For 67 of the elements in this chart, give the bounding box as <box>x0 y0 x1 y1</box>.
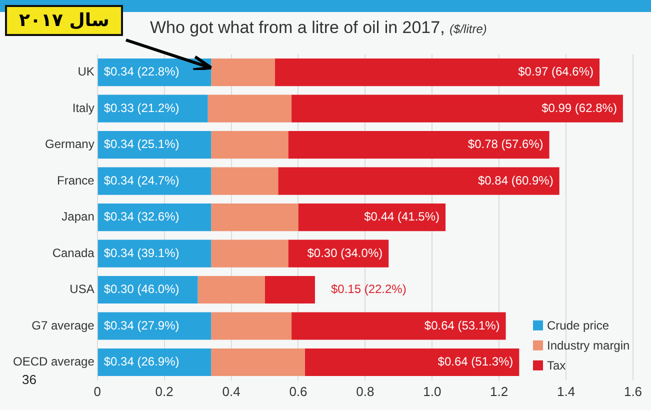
legend-label: Crude price <box>547 318 610 333</box>
bar <box>211 58 275 86</box>
bar <box>98 204 212 232</box>
data-label: $0.34 (22.8%) <box>104 64 180 79</box>
bar <box>98 240 212 268</box>
data-label: $0.34 (27.9%) <box>104 318 180 332</box>
bar <box>98 94 208 122</box>
bar <box>211 240 288 268</box>
bar <box>208 94 292 122</box>
data-label: $0.84 (60.9%) <box>478 173 554 188</box>
bar <box>211 167 278 195</box>
y-tick-label: OECD average <box>12 354 95 369</box>
data-label: $0.97 (64.6%) <box>518 64 594 79</box>
y-tick-label: USA <box>70 282 94 296</box>
data-label: $0.64 (53.1%) <box>424 318 500 332</box>
data-label: $0.78 (57.6%) <box>468 137 544 152</box>
bar <box>98 312 212 340</box>
data-label: $0.33 (21.2%) <box>104 100 180 115</box>
data-label: $0.30 (46.0%) <box>104 282 180 296</box>
bar <box>292 94 623 122</box>
data-label: $0.64 (51.3%) <box>438 354 514 369</box>
data-label: $0.34 (39.1%) <box>104 246 180 260</box>
bar <box>278 167 560 195</box>
x-tick-label: 0.8 <box>356 384 374 399</box>
y-tick-label: Italy <box>72 100 94 115</box>
data-label: $0.34 (32.6%) <box>104 210 180 224</box>
y-tick-label: Japan <box>62 210 94 224</box>
y-tick-label: Canada <box>52 246 95 260</box>
data-label: $0.99 (62.8%) <box>542 100 617 115</box>
bar <box>211 312 292 340</box>
bar <box>298 204 446 232</box>
x-tick-label: 1.4 <box>557 384 576 399</box>
annotation: سال ۲۰۱۷ <box>5 5 124 36</box>
bar <box>288 131 550 159</box>
bar <box>274 58 600 86</box>
y-tick-label: UK <box>78 64 94 79</box>
data-label: $0.30 (34.0%) <box>307 246 383 260</box>
x-tick-label: 0.2 <box>155 384 174 399</box>
x-tick-label: 0.4 <box>222 384 240 399</box>
legend-label: Industry margin <box>547 338 630 353</box>
bar <box>98 131 212 159</box>
bar <box>304 348 520 376</box>
data-label: $0.15 (22.2%) <box>330 282 406 296</box>
bar <box>211 131 288 159</box>
bar <box>211 204 298 232</box>
x-tick-label: 0 <box>94 384 101 399</box>
text: 36 <box>22 372 36 387</box>
chart-title: Who got what from a litre of oil in 2017, <box>150 18 445 37</box>
bar <box>264 276 315 304</box>
legend-label: Tax <box>547 358 566 373</box>
y-tick-label: France <box>57 173 95 188</box>
y-tick-label: Germany <box>45 137 94 152</box>
bar <box>211 348 305 376</box>
bar <box>198 276 265 304</box>
data-label: $0.34 (24.7%) <box>104 173 180 188</box>
bar <box>292 312 506 340</box>
x-tick-label: 1.2 <box>490 384 508 399</box>
y-tick-label: G7 average <box>32 318 95 332</box>
x-tick-label: 0.6 <box>289 384 308 399</box>
data-label: $0.44 (41.5%) <box>364 210 440 224</box>
data-label: $0.34 (26.9%) <box>104 354 180 369</box>
x-tick-label: 1.6 <box>624 384 642 399</box>
bar <box>98 167 212 195</box>
data-label: $0.34 (25.1%) <box>104 137 180 152</box>
x-tick-label: 1.0 <box>423 384 442 399</box>
chart-subtitle: ($/litre) <box>450 22 487 36</box>
bar <box>98 348 212 376</box>
